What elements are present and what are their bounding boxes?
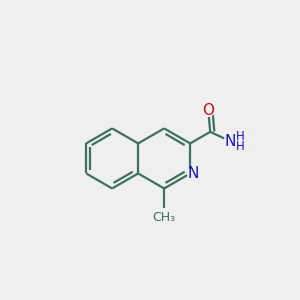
Text: H: H — [236, 130, 245, 142]
Text: CH₃: CH₃ — [153, 211, 176, 224]
Circle shape — [188, 168, 200, 180]
Circle shape — [203, 105, 214, 116]
Text: O: O — [202, 103, 214, 118]
Text: N: N — [188, 167, 199, 182]
Text: H: H — [236, 140, 245, 153]
Circle shape — [224, 135, 236, 147]
Text: N: N — [224, 134, 236, 148]
